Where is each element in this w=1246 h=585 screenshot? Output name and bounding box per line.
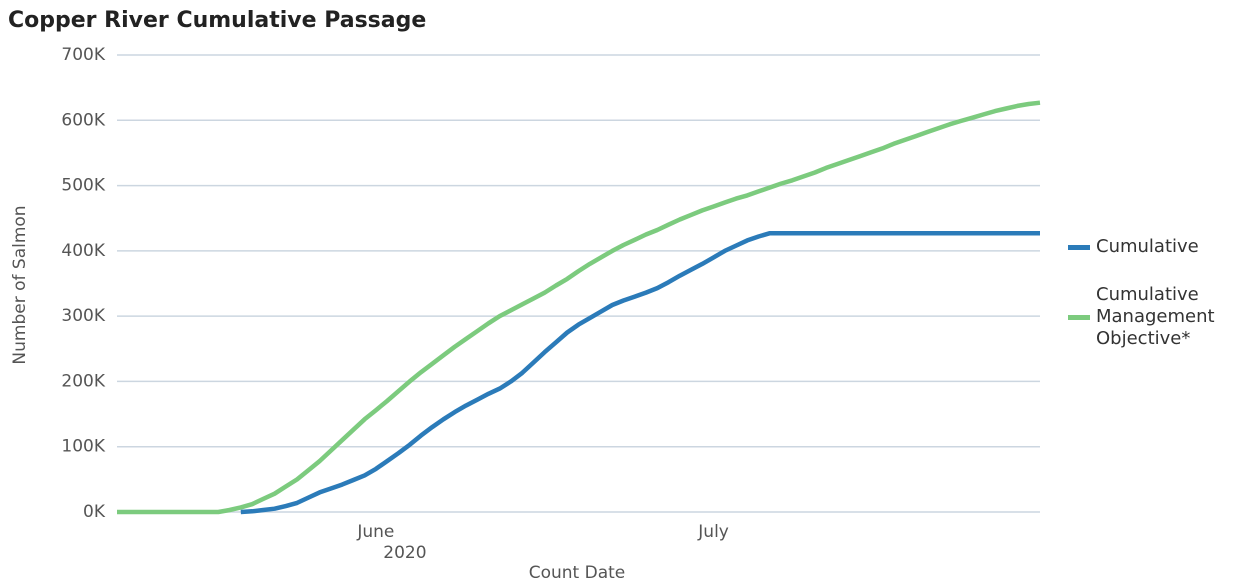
legend-swatch: [1068, 314, 1090, 320]
y-axis-title: Number of Salmon: [10, 205, 30, 364]
y-tick-label: 100K: [61, 437, 105, 457]
x-tick-label: July: [697, 522, 729, 542]
y-tick-label: 300K: [61, 306, 105, 326]
legend-swatch: [1068, 244, 1090, 250]
legend-item[interactable]: Cumulative: [1068, 236, 1236, 258]
legend-item[interactable]: Cumulative Management Objective*: [1068, 284, 1236, 350]
x-sublabel: 2020: [383, 543, 426, 563]
y-tick-label: 600K: [61, 110, 105, 130]
y-tick-label: 200K: [61, 371, 105, 391]
x-tick-label: June: [356, 522, 394, 542]
legend-label: Cumulative: [1096, 236, 1199, 257]
series-line: [240, 230, 1040, 515]
y-tick-label: 700K: [61, 45, 105, 65]
chart-title: Copper River Cumulative Passage: [8, 8, 426, 33]
y-tick-label: 400K: [61, 241, 105, 261]
y-tick-label: 500K: [61, 176, 105, 196]
series-line: [117, 100, 1041, 515]
y-tick-label: 0K: [83, 502, 106, 522]
x-axis-title: Count Date: [529, 563, 626, 583]
legend-label: Cumulative Management Objective*: [1096, 284, 1215, 349]
